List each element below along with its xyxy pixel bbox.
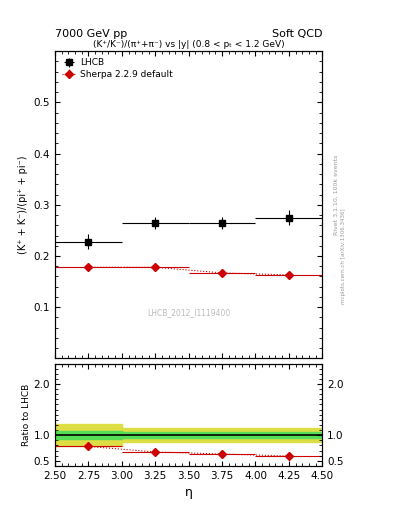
Y-axis label: (K⁺ + K⁻)/(pi⁺ + pi⁻): (K⁺ + K⁻)/(pi⁺ + pi⁻)	[18, 156, 28, 254]
Text: Rivet 3.1.10, 100k events: Rivet 3.1.10, 100k events	[334, 155, 338, 234]
Legend: LHCB, Sherpa 2.2.9 default: LHCB, Sherpa 2.2.9 default	[59, 56, 176, 81]
Y-axis label: Ratio to LHCB: Ratio to LHCB	[22, 383, 31, 446]
Text: LHCB_2012_I1119400: LHCB_2012_I1119400	[147, 308, 230, 317]
Text: 7000 GeV pp: 7000 GeV pp	[55, 29, 127, 39]
Text: mcplots.cern.ch [arXiv:1306.3436]: mcplots.cern.ch [arXiv:1306.3436]	[342, 208, 346, 304]
Text: Soft QCD: Soft QCD	[272, 29, 322, 39]
Title: (K⁺/K⁻)/(π⁺+π⁻) vs |y| (0.8 < pₜ < 1.2 GeV): (K⁺/K⁻)/(π⁺+π⁻) vs |y| (0.8 < pₜ < 1.2 G…	[93, 40, 285, 49]
X-axis label: η: η	[185, 486, 193, 499]
